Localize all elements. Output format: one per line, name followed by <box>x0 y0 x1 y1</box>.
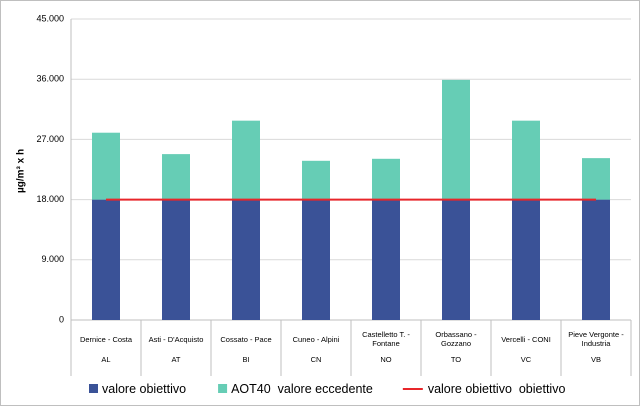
bar <box>372 158 400 200</box>
x-tick-label: Castelletto T. - Fontane <box>362 330 410 348</box>
bar <box>232 199 260 320</box>
x-tick-label: Asti - D'Acquisto <box>148 334 204 344</box>
x-group-label: TO <box>450 354 462 364</box>
y-tick-label: 27.000 <box>36 134 64 144</box>
y-tick-label: 18.000 <box>36 194 64 204</box>
legend-label: valore obiettivo <box>102 382 186 396</box>
legend-label: AOT40 valore eccedente <box>231 382 373 396</box>
bar <box>162 154 190 200</box>
legend-swatch <box>89 384 98 393</box>
bar <box>92 132 120 200</box>
legend-label: valore obiettivo obiettivo <box>428 382 566 396</box>
x-group-label: NO <box>380 354 392 364</box>
x-tick-label: Cossato - Pace <box>220 334 272 344</box>
x-group-label: BI <box>242 354 250 364</box>
legend-swatch <box>218 384 228 393</box>
bar <box>232 120 260 200</box>
x-group-label: AT <box>171 354 181 364</box>
x-tick-label: Vercelli - CONI <box>501 334 551 344</box>
y-tick-label: 9.000 <box>41 254 64 264</box>
x-group-label: AL <box>101 354 111 364</box>
bar <box>302 160 330 200</box>
y-tick-label: 45.000 <box>36 13 64 23</box>
bar <box>582 158 610 200</box>
bar <box>582 199 610 320</box>
x-group-label: VB <box>590 354 601 364</box>
x-group-label: VC <box>520 354 532 364</box>
y-tick-label: 36.000 <box>36 74 64 84</box>
bar <box>442 199 470 320</box>
y-tick-label: 0 <box>59 314 64 324</box>
x-group-label: CN <box>310 354 322 364</box>
bar <box>372 199 400 320</box>
x-tick-label: Pieve Vergonte - Industria <box>568 330 624 348</box>
bar <box>512 199 540 320</box>
bar <box>92 199 120 320</box>
x-tick-label: Dernice - Costa <box>79 334 133 344</box>
bar <box>442 79 470 200</box>
bar <box>162 199 190 320</box>
bar <box>512 120 540 200</box>
x-tick-label: Orbassano - Gozzano <box>435 330 477 348</box>
x-tick-label: Cuneo - Alpini <box>292 334 340 344</box>
bar <box>302 199 330 320</box>
y-axis-label: µg/m³ x h <box>16 149 27 193</box>
